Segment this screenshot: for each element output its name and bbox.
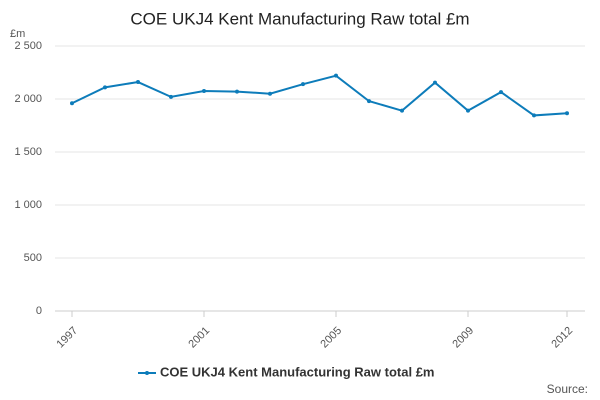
y-tick-label: 500	[24, 252, 42, 264]
y-tick-label: 2 500	[14, 40, 42, 52]
x-tick-label: 2001	[186, 325, 212, 351]
chart-title: COE UKJ4 Kent Manufacturing Raw total £m	[130, 9, 469, 28]
legend-label: COE UKJ4 Kent Manufacturing Raw total £m	[160, 364, 434, 379]
point	[466, 108, 470, 113]
x-tick-label: 1997	[54, 325, 80, 351]
y-axis-label: £m	[10, 28, 25, 40]
point	[169, 94, 173, 99]
x-tick-label: 2005	[318, 325, 344, 351]
point	[532, 113, 536, 118]
point	[565, 111, 569, 116]
point	[334, 73, 338, 78]
point	[301, 82, 305, 87]
series-line	[71, 74, 568, 117]
point	[202, 89, 206, 94]
point	[499, 90, 503, 95]
point	[235, 89, 239, 94]
point	[70, 101, 74, 106]
y-tick-label: 1 500	[14, 146, 42, 158]
legend-marker	[145, 371, 149, 375]
point	[367, 99, 371, 104]
y-tick-label: 1 000	[14, 199, 42, 211]
point	[103, 85, 107, 90]
source: Source:	[547, 382, 588, 396]
x-tick-label: 2012	[549, 325, 575, 351]
x-tick-label: 2009	[450, 325, 476, 351]
point	[433, 80, 437, 85]
point	[268, 91, 272, 96]
point	[136, 80, 140, 85]
y-tick-label: 0	[36, 305, 42, 317]
y-tick-label: 2 000	[14, 93, 42, 105]
point	[400, 108, 404, 113]
